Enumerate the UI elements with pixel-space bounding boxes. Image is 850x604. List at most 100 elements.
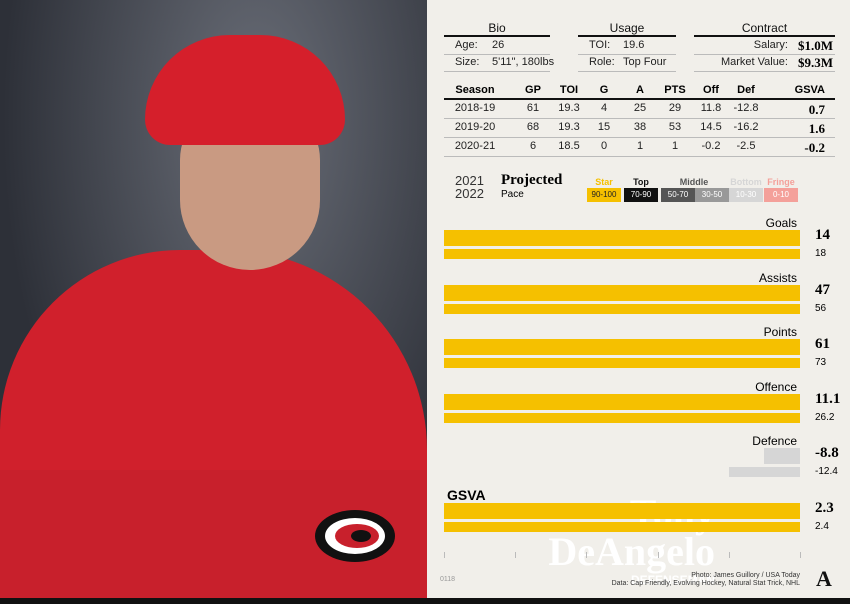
stats-cell: 2020-21 bbox=[454, 140, 496, 152]
legend-label: Pace bbox=[501, 189, 524, 200]
row-label: Market Value: bbox=[720, 56, 788, 68]
bar bbox=[764, 448, 800, 465]
tier-name: Fringe bbox=[767, 177, 795, 187]
rule bbox=[444, 98, 835, 100]
stats-header: GSVA bbox=[794, 84, 825, 96]
row-label: Salary: bbox=[753, 39, 788, 51]
row-rule bbox=[578, 71, 676, 72]
stats-cell: 15 bbox=[597, 121, 611, 133]
rule bbox=[694, 35, 835, 37]
row-label: Age: bbox=[455, 39, 478, 51]
stats-header: Def bbox=[737, 84, 755, 96]
bar-value: 56 bbox=[815, 302, 827, 314]
stats-header: Season bbox=[455, 84, 495, 96]
bar bbox=[444, 522, 800, 532]
bar-label: Goals bbox=[765, 216, 797, 230]
row-rule bbox=[444, 156, 835, 157]
stats-cell: 61 bbox=[526, 102, 540, 114]
row-value: Top Four bbox=[623, 56, 667, 68]
tier-name: Middle bbox=[679, 177, 709, 187]
stats-header: GP bbox=[525, 84, 541, 96]
stats-cell: -2.5 bbox=[736, 140, 756, 152]
bar-value: -12.4 bbox=[815, 466, 838, 478]
bar-value: 73 bbox=[815, 357, 827, 369]
row-value: $1.0M bbox=[797, 38, 833, 53]
legend-year: 2022 bbox=[455, 186, 484, 201]
bar bbox=[444, 339, 800, 356]
bar bbox=[444, 303, 800, 314]
tier-swatch: 0-10 bbox=[764, 188, 798, 202]
tier-name: Star bbox=[595, 177, 613, 187]
stats-cell: 1 bbox=[636, 140, 644, 152]
bar bbox=[444, 249, 800, 259]
team-logo bbox=[315, 510, 395, 562]
stats-cell: 19.3 bbox=[558, 121, 580, 133]
bar-label: GSVA bbox=[447, 487, 486, 503]
footer-code: 0118 bbox=[440, 576, 456, 583]
bar-value: 2.4 bbox=[815, 521, 829, 532]
stats-cell: 29 bbox=[668, 102, 682, 114]
rule bbox=[444, 35, 550, 37]
stats-cell: -0.2 bbox=[804, 140, 825, 155]
stats-cell: -12.8 bbox=[733, 102, 759, 114]
stats-header: TOI bbox=[559, 84, 579, 96]
bar-value: 2.3 bbox=[815, 500, 834, 516]
bar-value: 26.2 bbox=[815, 411, 835, 423]
row-rule bbox=[694, 71, 835, 72]
stats-cell: 2018-19 bbox=[454, 102, 496, 114]
stats-cell: 38 bbox=[633, 121, 647, 133]
stats-header: G bbox=[599, 84, 609, 96]
row-label: Role: bbox=[589, 56, 615, 68]
row-value: 5'11", 180lbs bbox=[492, 56, 555, 68]
stats-cell: 1.6 bbox=[808, 121, 825, 136]
stats-cell: 53 bbox=[668, 121, 682, 133]
bar-label: Points bbox=[763, 325, 797, 340]
bar-value: 14 bbox=[815, 227, 830, 243]
stats-cell: 18.5 bbox=[558, 140, 580, 152]
row-rule bbox=[444, 71, 550, 72]
bar-label: Offence bbox=[755, 379, 797, 394]
bar bbox=[444, 230, 800, 246]
row-value: 26 bbox=[492, 39, 505, 51]
stats-cell: 19.3 bbox=[558, 102, 580, 114]
tier-swatch: 50-70 bbox=[661, 188, 695, 202]
scale-tick bbox=[800, 552, 801, 558]
section-title: Usage bbox=[609, 21, 645, 35]
legend-label: Projected bbox=[501, 172, 563, 188]
bar-value: -8.8 bbox=[815, 445, 839, 462]
section-title: Bio bbox=[488, 21, 506, 35]
tier-swatch: 10-30 bbox=[729, 188, 763, 202]
footer-logo: A bbox=[816, 566, 832, 591]
stats-header: PTS bbox=[664, 84, 686, 96]
stats-header: A bbox=[636, 84, 644, 96]
row-label: Size: bbox=[455, 56, 480, 68]
tier-swatch: 70-90 bbox=[624, 188, 658, 202]
scale-tick bbox=[515, 552, 517, 558]
tier-swatch: 90-100 bbox=[587, 188, 621, 202]
row-rule bbox=[444, 54, 550, 55]
footer-credit: Data: Cap Friendly, Evolving Hockey, Nat… bbox=[611, 580, 800, 587]
bar bbox=[728, 467, 800, 478]
bar-value: 18 bbox=[815, 248, 827, 259]
bar bbox=[444, 284, 800, 301]
bar-value: 61 bbox=[815, 336, 830, 353]
bar-label: Assists bbox=[758, 270, 797, 285]
stats-cell: 4 bbox=[600, 102, 608, 114]
bar bbox=[444, 412, 800, 423]
stats-cell: 6 bbox=[529, 140, 537, 152]
rule bbox=[578, 35, 676, 37]
bar-label: Defence bbox=[752, 434, 797, 449]
scale-tick bbox=[586, 552, 588, 558]
stats-cell: 0.7 bbox=[808, 102, 825, 117]
bar bbox=[444, 358, 800, 369]
tier-name: Top bbox=[633, 177, 649, 187]
stats-cell: 2019-20 bbox=[454, 121, 496, 133]
stats-cell: -16.2 bbox=[733, 121, 759, 133]
stats-cell: -0.2 bbox=[701, 140, 721, 152]
section-title: Contract bbox=[741, 21, 788, 35]
stats-cell: 68 bbox=[526, 121, 540, 133]
row-value: $9.3M bbox=[797, 55, 833, 70]
player-photo bbox=[0, 0, 427, 598]
row-rule bbox=[444, 137, 835, 138]
